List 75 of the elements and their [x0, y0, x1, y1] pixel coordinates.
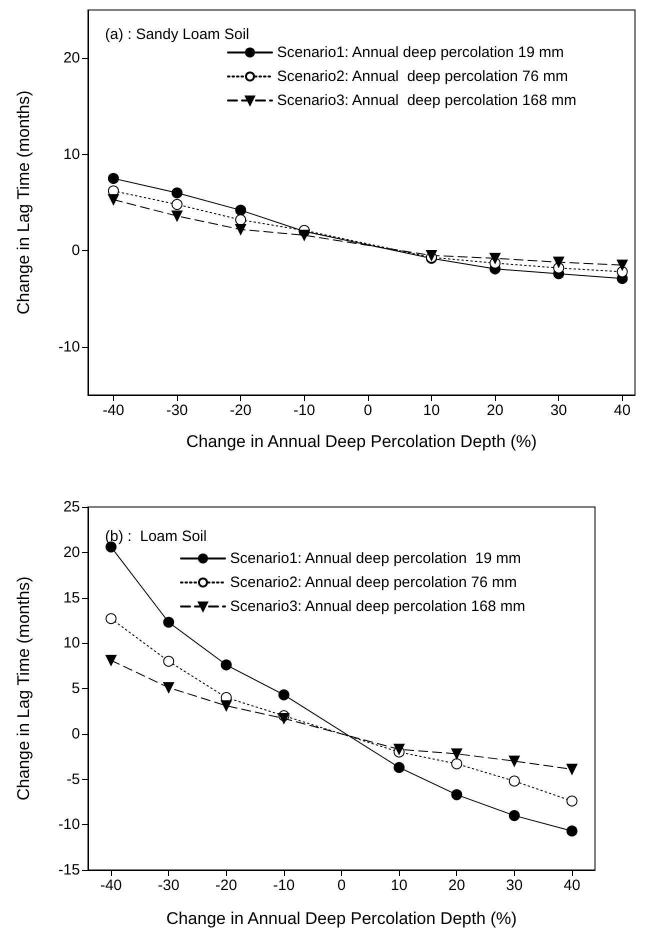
y-tick-label: -10: [58, 338, 80, 356]
point: [451, 789, 462, 800]
point: [566, 764, 578, 775]
x-tick-label: 40: [564, 877, 580, 894]
point: [163, 656, 174, 667]
y-tick-label: -15: [58, 862, 80, 878]
x-axis-title: Change in Annual Deep Percolation Depth (%): [166, 909, 517, 928]
point: [508, 756, 520, 767]
point: [566, 796, 578, 807]
x-tick-label: -30: [166, 402, 188, 419]
point: [508, 810, 520, 822]
x-tick-label: 0: [337, 877, 346, 894]
x-tick-label: 20: [448, 877, 466, 894]
point: [172, 198, 183, 210]
x-tick-label: 30: [506, 877, 523, 894]
x-axis-title: Change in Annual Deep Percolation Depth (%): [186, 432, 537, 451]
y-tick-label: -5: [66, 770, 80, 788]
point: [566, 825, 578, 836]
x-tick-label: -20: [215, 877, 238, 894]
point: [106, 654, 117, 666]
point: [106, 613, 117, 624]
x-tick-label: 30: [550, 402, 568, 419]
x-tick-label: -40: [100, 877, 122, 894]
point: [235, 224, 246, 235]
y-tick-label: 10: [63, 634, 80, 652]
point: [172, 187, 183, 198]
point: [490, 252, 501, 264]
point: [553, 256, 564, 268]
legend-label: Scenario2: Annual deep percolation 76 mm: [230, 574, 517, 591]
text: (a) : Sandy Loam Soil: [105, 26, 250, 43]
point: [220, 700, 232, 712]
y-axis-title: Change in Lag Time (months): [14, 90, 33, 314]
point: [616, 260, 628, 271]
x-tick-label: 20: [486, 402, 504, 419]
y-tick-label: 0: [72, 242, 80, 260]
y-tick-label: 25: [63, 498, 80, 516]
point: [220, 659, 232, 670]
x-tick-label: -40: [102, 402, 124, 419]
text: (b) : Loam Soil: [105, 528, 207, 545]
y-tick-label: 5: [72, 680, 80, 697]
x-tick-label: 10: [390, 877, 408, 894]
legend-label: Scenario1: Annual deep percolation 19 mm: [277, 44, 564, 61]
x-tick-label: -20: [230, 402, 252, 419]
x-tick-label: 0: [364, 402, 372, 419]
legend-label: Scenario1: Annual deep percolation 19 mm: [230, 550, 522, 567]
point: [235, 214, 246, 226]
point: [298, 230, 310, 241]
x-tick-label: -30: [158, 877, 180, 894]
point: [508, 776, 520, 787]
x-tick-label: -10: [293, 402, 316, 419]
point: [108, 172, 119, 184]
legend-label: Scenario3: Annual deep percolation 168 mm: [277, 92, 576, 109]
point: [172, 210, 183, 222]
point: [235, 204, 246, 216]
point: [278, 689, 290, 700]
y-tick-label: 0: [72, 725, 80, 742]
y-tick-label: 20: [63, 50, 80, 67]
x-tick-label: 10: [423, 402, 440, 419]
legend-label: Scenario3: Annual deep percolation 168 mm: [230, 598, 526, 615]
legend-label: Scenario2: Annual deep percolation 76 mm: [277, 68, 568, 85]
x-tick-label: 40: [614, 402, 631, 419]
x-tick-label: -10: [273, 877, 295, 894]
point: [451, 748, 462, 760]
y-axis-title: Change in Lag Time (months): [14, 576, 33, 800]
point: [394, 762, 405, 773]
y-tick-label: -10: [58, 816, 80, 834]
y-tick-label: 10: [63, 146, 80, 163]
point: [163, 616, 174, 628]
point: [451, 758, 462, 770]
point: [163, 682, 174, 694]
point: [394, 744, 405, 755]
point: [278, 712, 290, 724]
y-tick-label: 20: [63, 544, 80, 561]
y-tick-label: 15: [63, 589, 80, 606]
point: [108, 194, 119, 206]
